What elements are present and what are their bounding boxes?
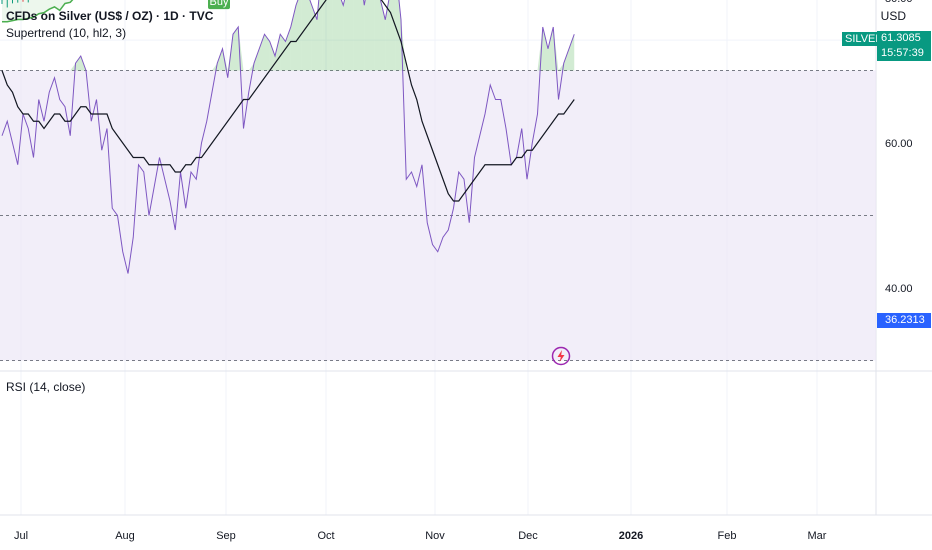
supertrend-fill-segment	[7, 0, 13, 22]
rsi-fill-segment	[359, 0, 365, 71]
rsi-fill-segment	[563, 48, 569, 71]
flash-icon[interactable]	[551, 346, 571, 366]
candles	[0, 0, 29, 8]
last-price-value: 61.3085	[881, 32, 921, 44]
rsi-fill-segment	[75, 56, 81, 71]
time-tick-label: 2026	[619, 530, 643, 542]
time-tick-label: Jul	[14, 530, 28, 542]
rsi-fill-segment	[269, 41, 275, 71]
time-tick-label: Sep	[216, 530, 236, 542]
rsi-fill-segment	[70, 63, 76, 71]
supertrend-fill-segment	[12, 0, 18, 21]
rsi-fill-segment	[390, 0, 396, 71]
symbol-tag: SILVER	[842, 32, 887, 46]
rsi-fill-segment	[348, 0, 354, 71]
signal-buy-label: Buy	[208, 0, 230, 10]
rsi-fill-segment	[217, 48, 223, 71]
supertrend-line	[2, 0, 74, 23]
rsi-fill-segment	[380, 0, 386, 71]
time-tick-label: Mar	[808, 530, 827, 542]
rsi-fill-segment	[343, 0, 349, 71]
rsi-fill-segment	[254, 48, 260, 71]
rsi-fill-segment	[338, 0, 344, 71]
rsi-fill-segment	[301, 0, 307, 71]
last-price-tag: 61.3085 15:57:39	[877, 31, 931, 61]
bar-countdown: 15:57:39	[881, 47, 924, 59]
rsi-fill-segment	[537, 27, 543, 71]
rsi-tick-label: 80.00	[885, 0, 913, 5]
supertrend-legend[interactable]: Supertrend (10, hl2, 3)	[6, 26, 127, 40]
rsi-fill-segment	[259, 34, 265, 71]
rsi-fill-segment	[332, 0, 338, 71]
time-tick-label: Aug	[115, 530, 135, 542]
horizontal-level-tag: 36.2313	[877, 313, 931, 328]
rsi-fill-segment	[542, 27, 548, 71]
rsi-fill-segment	[558, 63, 564, 71]
rsi-fill-segment	[311, 5, 317, 71]
rsi-fill-segment	[296, 0, 302, 71]
rsi-ma-line	[1, 0, 575, 202]
rsi-fill-segment	[306, 0, 312, 71]
rsi-tick-label: 40.00	[885, 283, 913, 295]
rsi-fill-segment	[369, 0, 375, 71]
rsi-line	[1, 0, 575, 274]
rsi-overbought-fill	[70, 0, 575, 71]
rsi-legend[interactable]: RSI (14, close)	[6, 380, 86, 394]
signal-text: Buy	[210, 0, 229, 8]
currency-label[interactable]: USD	[880, 9, 906, 23]
supertrend-fill-segment	[17, 0, 23, 20]
rsi-fill-segment	[322, 0, 328, 71]
supertrend-fill-segment	[33, 0, 39, 18]
time-tick-label: Feb	[718, 530, 737, 542]
rsi-fill-segment	[233, 27, 239, 71]
chart-title: CFDs on Silver (US$ / OZ) · 1D · TVC	[6, 9, 214, 23]
rsi-fill-segment	[353, 0, 359, 71]
rsi-fill-segment	[264, 34, 270, 71]
price-tick-label: 36.0000	[885, 0, 925, 1]
rsi-fill-segment	[569, 34, 575, 71]
time-tick-label: Oct	[317, 530, 334, 542]
supertrend-fill-segment	[23, 0, 29, 20]
rsi-fill-segment	[317, 0, 323, 71]
rsi-fill-segment	[553, 27, 559, 71]
supertrend-fill-segment	[38, 0, 44, 14]
supertrend-fill-segment	[2, 0, 8, 22]
rsi-tick-label: 60.00	[885, 138, 913, 150]
rsi-fill-segment	[327, 0, 333, 71]
time-tick-label: Nov	[425, 530, 445, 542]
time-tick-label: Dec	[518, 530, 538, 542]
rsi-fill-segment	[385, 0, 391, 71]
rsi-fill-segment	[374, 0, 380, 71]
rsi-fill-segment	[364, 0, 370, 71]
rsi-fill-segment	[548, 27, 554, 71]
supertrend-fill-segment	[28, 0, 34, 19]
